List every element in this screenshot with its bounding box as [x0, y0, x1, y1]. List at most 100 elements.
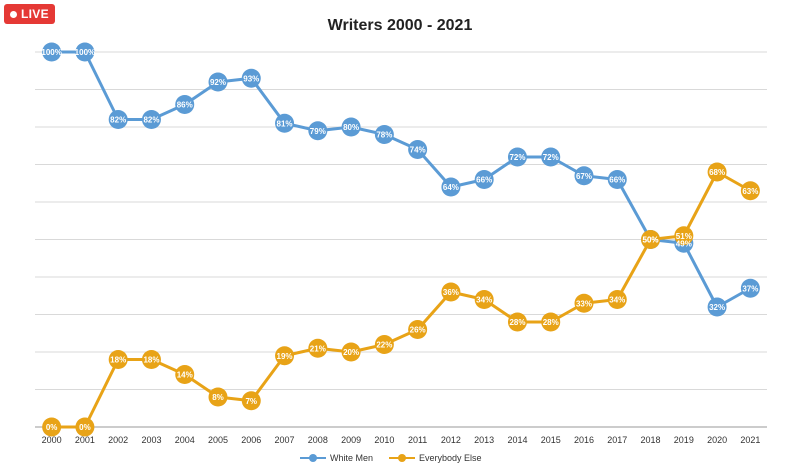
chart-legend: White Men Everybody Else	[300, 453, 482, 463]
x-tick-label: 2010	[374, 435, 394, 445]
data-label-white-men: 64%	[443, 183, 459, 192]
legend-item-white-men: White Men	[300, 453, 373, 463]
data-point-everybody-else	[474, 290, 494, 309]
data-point-everybody-else	[441, 282, 461, 302]
data-label-white-men: 100%	[41, 48, 61, 57]
data-label-everybody-else: 18%	[110, 356, 126, 365]
data-point-everybody-else	[241, 391, 261, 411]
chart-title: Writers 2000 - 2021	[327, 17, 473, 34]
x-tick-label: 2006	[241, 435, 261, 445]
data-point-white-men	[507, 147, 527, 167]
data-point-everybody-else	[374, 335, 394, 354]
data-point-white-men	[441, 177, 461, 197]
data-label-everybody-else: 0%	[79, 423, 91, 432]
data-label-white-men: 78%	[376, 131, 392, 140]
data-label-white-men: 81%	[277, 119, 293, 128]
data-label-white-men: 32%	[709, 303, 725, 312]
data-label-white-men: 82%	[143, 116, 159, 125]
data-point-white-men	[275, 113, 295, 133]
data-label-white-men: 100%	[75, 48, 95, 57]
x-tick-label: 2005	[208, 435, 228, 445]
data-point-everybody-else	[641, 230, 661, 249]
data-point-white-men	[241, 68, 261, 88]
x-tick-label: 2015	[541, 435, 561, 445]
data-point-everybody-else	[341, 342, 361, 362]
x-tick-label: 2001	[75, 435, 95, 445]
data-label-everybody-else: 63%	[742, 187, 758, 196]
data-point-everybody-else	[308, 338, 328, 358]
x-tick-label: 2009	[341, 435, 361, 445]
live-badge[interactable]: LIVE	[4, 4, 55, 24]
data-point-everybody-else	[607, 290, 627, 309]
data-point-everybody-else	[408, 320, 428, 339]
data-label-everybody-else: 18%	[143, 356, 159, 365]
data-label-everybody-else: 20%	[343, 348, 359, 357]
data-point-white-men	[75, 42, 95, 62]
data-point-white-men	[341, 117, 361, 137]
data-point-everybody-else	[108, 350, 128, 369]
data-point-white-men	[108, 110, 128, 129]
data-point-white-men	[574, 166, 594, 186]
data-point-white-men	[541, 147, 561, 167]
x-tick-label: 2002	[108, 435, 128, 445]
data-label-everybody-else: 28%	[543, 318, 559, 327]
data-point-white-men	[408, 140, 428, 159]
data-label-everybody-else: 36%	[443, 288, 459, 297]
data-label-everybody-else: 68%	[709, 168, 725, 177]
live-dot-icon	[10, 10, 17, 18]
legend-swatch-everybody-else	[389, 453, 416, 463]
x-tick-label: 2004	[175, 435, 195, 445]
data-point-everybody-else	[674, 226, 694, 246]
data-point-white-men	[374, 125, 394, 144]
data-label-everybody-else: 21%	[310, 344, 326, 353]
x-tick-label: 2017	[607, 435, 627, 445]
data-point-white-men	[175, 95, 195, 114]
data-label-everybody-else: 34%	[609, 296, 625, 305]
data-label-white-men: 82%	[110, 116, 126, 125]
data-point-everybody-else	[541, 312, 561, 332]
data-point-everybody-else	[141, 350, 161, 369]
data-label-white-men: 67%	[576, 172, 592, 181]
data-point-white-men	[707, 297, 727, 317]
data-label-white-men: 50%	[643, 236, 659, 245]
data-label-everybody-else: 8%	[212, 393, 224, 402]
data-label-white-men: 66%	[476, 176, 492, 185]
x-tick-label: 2016	[574, 435, 594, 445]
data-label-white-men: 72%	[543, 153, 559, 162]
x-tick-label: 2018	[641, 435, 661, 445]
data-point-white-men	[141, 110, 161, 129]
data-point-everybody-else	[42, 417, 62, 437]
x-tick-label: 2020	[707, 435, 727, 445]
data-label-everybody-else: 19%	[277, 352, 293, 361]
data-point-everybody-else	[275, 346, 295, 366]
data-point-everybody-else	[574, 293, 594, 313]
data-point-everybody-else	[75, 417, 95, 437]
data-point-white-men	[42, 42, 62, 62]
data-label-everybody-else: 22%	[376, 341, 392, 350]
legend-item-everybody-else: Everybody Else	[389, 453, 482, 463]
x-tick-label: 2014	[507, 435, 527, 445]
data-label-white-men: 49%	[676, 239, 692, 248]
data-label-everybody-else: 14%	[177, 371, 193, 380]
data-point-everybody-else	[208, 387, 228, 407]
x-tick-label: 2013	[474, 435, 494, 445]
data-label-everybody-else: 51%	[676, 232, 692, 241]
data-point-white-men	[308, 121, 328, 141]
plot-area	[35, 38, 767, 427]
data-label-everybody-else: 28%	[509, 318, 525, 327]
data-point-everybody-else	[707, 162, 727, 182]
data-point-white-men	[208, 72, 228, 92]
data-point-everybody-else	[507, 312, 527, 332]
data-label-everybody-else: 7%	[245, 397, 257, 406]
data-label-white-men: 80%	[343, 123, 359, 132]
data-label-white-men: 86%	[177, 101, 193, 110]
x-tick-label: 2019	[674, 435, 694, 445]
data-label-white-men: 79%	[310, 127, 326, 136]
x-tick-label: 2021	[740, 435, 760, 445]
data-label-white-men: 92%	[210, 78, 226, 87]
data-point-white-men	[607, 170, 627, 189]
x-tick-label: 2007	[275, 435, 295, 445]
data-label-everybody-else: 50%	[643, 236, 659, 245]
data-label-everybody-else: 33%	[576, 299, 592, 308]
